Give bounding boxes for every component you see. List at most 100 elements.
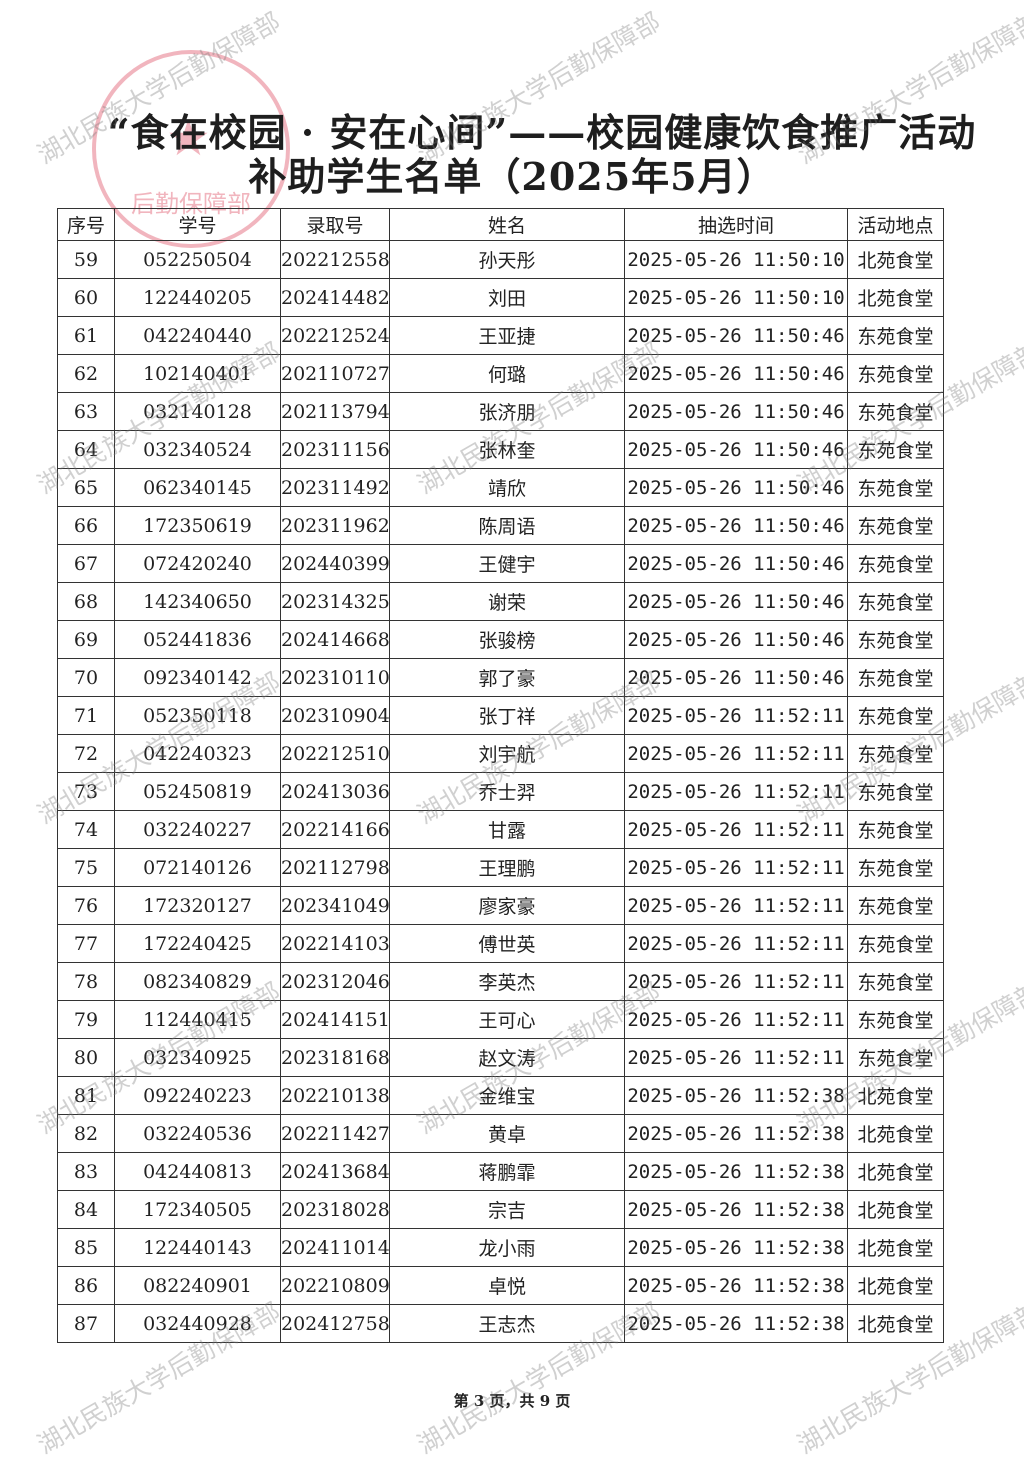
cell-name: 张林奎 — [389, 430, 625, 469]
cell-index: 72 — [57, 734, 115, 773]
cell-student-id: 042240440 — [114, 316, 281, 355]
cell-student-id: 052350118 — [114, 696, 281, 735]
cell-draw-time: 2025-05-26 11:50:46 — [624, 620, 848, 659]
header-index: 序号 — [57, 208, 115, 241]
cell-index: 69 — [57, 620, 115, 659]
cell-name: 龙小雨 — [389, 1228, 625, 1267]
cell-admission-no: 202113794 — [280, 392, 390, 431]
table-row: 71 052350118 202310904 张丁祥 2025-05-26 11:52:… — [57, 696, 944, 735]
table-row: 60 122440205 202414482 刘田 2025-05-26 11:50:1… — [57, 278, 944, 317]
cell-admission-no: 202412758 — [280, 1304, 390, 1343]
cell-name: 谢荣 — [389, 582, 625, 621]
cell-name: 王亚捷 — [389, 316, 625, 355]
cell-draw-time: 2025-05-26 11:52:38 — [624, 1228, 848, 1267]
cell-student-id: 082240901 — [114, 1266, 281, 1305]
cell-student-id: 112440415 — [114, 1000, 281, 1039]
cell-location: 北苑食堂 — [847, 1152, 944, 1191]
cell-admission-no: 202212524 — [280, 316, 390, 355]
cell-location: 东苑食堂 — [847, 468, 944, 507]
cell-name: 乔士羿 — [389, 772, 625, 811]
cell-student-id: 062340145 — [114, 468, 281, 507]
cell-admission-no: 202318168 — [280, 1038, 390, 1077]
table-row: 64 032340524 202311156 张林奎 2025-05-26 11:50:… — [57, 430, 944, 469]
cell-draw-time: 2025-05-26 11:50:46 — [624, 430, 848, 469]
cell-name: 靖欣 — [389, 468, 625, 507]
cell-draw-time: 2025-05-26 11:52:38 — [624, 1152, 848, 1191]
cell-index: 74 — [57, 810, 115, 849]
cell-admission-no: 202211427 — [280, 1114, 390, 1153]
cell-admission-no: 202212510 — [280, 734, 390, 773]
cell-draw-time: 2025-05-26 11:50:46 — [624, 468, 848, 507]
table-row: 68 142340650 202314325 谢荣 2025-05-26 11:50:4… — [57, 582, 944, 621]
table-row: 74 032240227 202214166 甘露 2025-05-26 11:52:1… — [57, 810, 944, 849]
cell-index: 85 — [57, 1228, 115, 1267]
table-row: 78 082340829 202312046 李英杰 2025-05-26 11:52:… — [57, 962, 944, 1001]
cell-index: 75 — [57, 848, 115, 887]
cell-student-id: 142340650 — [114, 582, 281, 621]
cell-student-id: 052441836 — [114, 620, 281, 659]
table-row: 80 032340925 202318168 赵文涛 2025-05-26 11:52:… — [57, 1038, 944, 1077]
cell-draw-time: 2025-05-26 11:52:11 — [624, 924, 848, 963]
page-number: 第 3 页，共 9 页 — [453, 1392, 571, 1410]
cell-index: 67 — [57, 544, 115, 583]
cell-name: 郭了豪 — [389, 658, 625, 697]
cell-location: 东苑食堂 — [847, 886, 944, 925]
cell-student-id: 122440143 — [114, 1228, 281, 1267]
table-row: 70 092340142 202310110 郭了豪 2025-05-26 11:50:… — [57, 658, 944, 697]
cell-index: 71 — [57, 696, 115, 735]
cell-index: 61 — [57, 316, 115, 355]
student-list-table: 序号 学号 录取号 姓名 抽选时间 活动地点 59 052250504 202212… — [57, 208, 944, 1343]
cell-admission-no: 202414482 — [280, 278, 390, 317]
table-row: 77 172240425 202214103 傅世英 2025-05-26 11:52:… — [57, 924, 944, 963]
cell-student-id: 032140128 — [114, 392, 281, 431]
cell-index: 80 — [57, 1038, 115, 1077]
cell-index: 70 — [57, 658, 115, 697]
table-row: 65 062340145 202311492 靖欣 2025-05-26 11:50:4… — [57, 468, 944, 507]
cell-admission-no: 202341049 — [280, 886, 390, 925]
cell-draw-time: 2025-05-26 11:52:38 — [624, 1076, 848, 1115]
cell-location: 东苑食堂 — [847, 316, 944, 355]
cell-index: 64 — [57, 430, 115, 469]
cell-index: 77 — [57, 924, 115, 963]
cell-location: 东苑食堂 — [847, 848, 944, 887]
cell-student-id: 172240425 — [114, 924, 281, 963]
cell-index: 76 — [57, 886, 115, 925]
cell-draw-time: 2025-05-26 11:52:11 — [624, 848, 848, 887]
table-header-row: 序号 学号 录取号 姓名 抽选时间 活动地点 — [57, 208, 944, 241]
cell-student-id: 042440813 — [114, 1152, 281, 1191]
cell-index: 81 — [57, 1076, 115, 1115]
cell-index: 66 — [57, 506, 115, 545]
cell-student-id: 052450819 — [114, 772, 281, 811]
cell-draw-time: 2025-05-26 11:50:10 — [624, 240, 848, 279]
cell-index: 63 — [57, 392, 115, 431]
cell-name: 孙天彤 — [389, 240, 625, 279]
cell-location: 北苑食堂 — [847, 240, 944, 279]
cell-draw-time: 2025-05-26 11:50:46 — [624, 506, 848, 545]
cell-name: 王可心 — [389, 1000, 625, 1039]
cell-location: 东苑食堂 — [847, 1000, 944, 1039]
cell-student-id: 172340505 — [114, 1190, 281, 1229]
header-draw-time: 抽选时间 — [624, 208, 848, 241]
table-row: 59 052250504 202212558 孙天彤 2025-05-26 11:50:… — [57, 240, 944, 279]
cell-location: 东苑食堂 — [847, 544, 944, 583]
cell-name: 廖家豪 — [389, 886, 625, 925]
cell-draw-time: 2025-05-26 11:50:46 — [624, 658, 848, 697]
cell-student-id: 032340524 — [114, 430, 281, 469]
cell-name: 傅世英 — [389, 924, 625, 963]
cell-location: 东苑食堂 — [847, 582, 944, 621]
cell-location: 北苑食堂 — [847, 1304, 944, 1343]
cell-draw-time: 2025-05-26 11:52:11 — [624, 962, 848, 1001]
header-admission-no: 录取号 — [280, 208, 390, 241]
cell-student-id: 082340829 — [114, 962, 281, 1001]
cell-student-id: 052250504 — [114, 240, 281, 279]
cell-admission-no: 202414668 — [280, 620, 390, 659]
table-row: 84 172340505 202318028 宗吉 2025-05-26 11:52:3… — [57, 1190, 944, 1229]
table-row: 72 042240323 202212510 刘宇航 2025-05-26 11:52:… — [57, 734, 944, 773]
cell-location: 东苑食堂 — [847, 734, 944, 773]
cell-draw-time: 2025-05-26 11:50:46 — [624, 392, 848, 431]
cell-student-id: 032440928 — [114, 1304, 281, 1343]
cell-index: 86 — [57, 1266, 115, 1305]
cell-admission-no: 202112798 — [280, 848, 390, 887]
cell-name: 刘宇航 — [389, 734, 625, 773]
table-row: 73 052450819 202413036 乔士羿 2025-05-26 11:52:… — [57, 772, 944, 811]
